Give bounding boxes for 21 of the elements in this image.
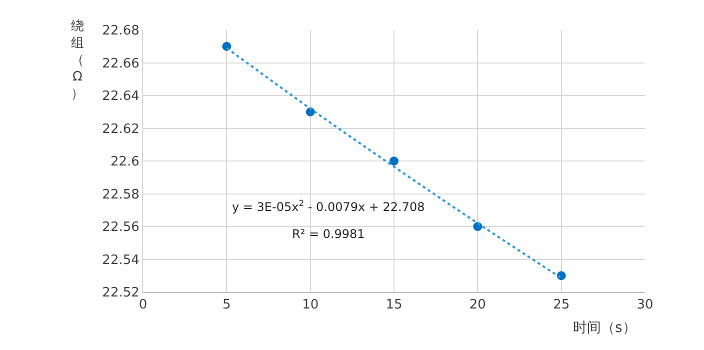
point xyxy=(390,156,398,166)
x-tick-label: 15 xyxy=(386,298,402,313)
x-tick-label: 0 xyxy=(138,298,148,313)
y-tick-label: 22.62 xyxy=(102,122,140,137)
y-tick-label: 22.58 xyxy=(102,187,140,202)
annotation: R² = 0.9981 xyxy=(292,227,365,241)
y-tick-label: 22.64 xyxy=(102,89,140,104)
x-axis-title: 时间（s） xyxy=(573,320,636,336)
y-axis-title: 绕组（Ω） xyxy=(71,19,84,102)
y-tick-label: 22.66 xyxy=(102,56,140,72)
annotation: y = 3E-05x$^{2}$ - 0.0079x + 22.708 xyxy=(232,198,425,214)
x-tick-label: 5 xyxy=(222,298,231,313)
x-tick-label: 10 xyxy=(302,298,319,313)
x-tick-label: 30 xyxy=(636,298,654,313)
y-tick-label: 22.54 xyxy=(102,252,140,268)
x-tick-label: 20 xyxy=(469,298,486,313)
y-tick-label: 22.6 xyxy=(110,154,140,170)
y-tick-label: 22.56 xyxy=(102,220,140,236)
x-tick-label: 25 xyxy=(553,298,570,313)
y-tick-label: 22.68 xyxy=(102,24,140,39)
y-tick-label: 22.52 xyxy=(102,286,140,301)
